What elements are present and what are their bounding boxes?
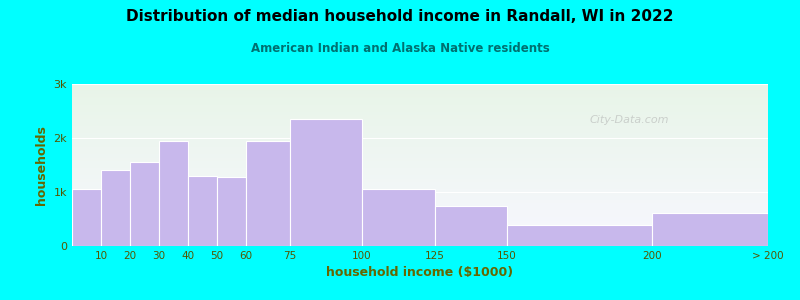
Bar — [159, 141, 188, 246]
Bar — [130, 162, 159, 246]
Bar — [101, 170, 130, 246]
Bar — [72, 189, 101, 246]
Y-axis label: households: households — [35, 125, 48, 205]
Bar — [217, 177, 246, 246]
Text: City-Data.com: City-Data.com — [589, 115, 669, 124]
Bar — [290, 119, 362, 246]
Text: American Indian and Alaska Native residents: American Indian and Alaska Native reside… — [250, 42, 550, 55]
Text: Distribution of median household income in Randall, WI in 2022: Distribution of median household income … — [126, 9, 674, 24]
Bar — [246, 141, 290, 246]
Bar — [362, 189, 434, 246]
Bar — [434, 206, 507, 246]
Bar — [507, 226, 652, 246]
Bar — [188, 176, 217, 246]
X-axis label: household income ($1000): household income ($1000) — [326, 266, 514, 279]
Bar — [652, 212, 768, 246]
